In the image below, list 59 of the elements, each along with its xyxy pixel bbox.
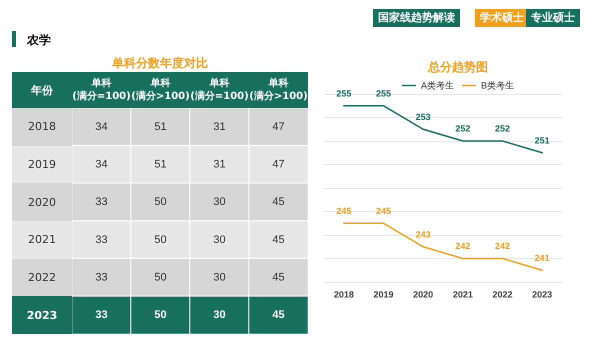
data-label: 34: [95, 120, 108, 133]
data-label: 34: [95, 158, 108, 170]
x-tick-label: 单科 (满分>100): [131, 76, 190, 104]
data-label: 45: [272, 309, 285, 322]
text: 学术硕士: [475, 9, 529, 27]
data-label: 45: [272, 234, 285, 246]
text: 国家线趋势解读: [373, 9, 460, 27]
y-tick-label: 2021: [12, 221, 72, 259]
x-tick-label: 2018: [334, 290, 354, 300]
data-label: 51: [154, 120, 167, 133]
data-label: 47: [272, 158, 285, 170]
data-label: 30: [213, 309, 226, 322]
data-label: 31: [213, 158, 226, 170]
data-label: 45: [272, 272, 285, 284]
x-tick-label: 单科 (满分>100): [249, 76, 308, 104]
x-tick-label: 单科 (满分=100): [190, 76, 249, 104]
x-tick-label: 2019: [373, 290, 394, 300]
data-label: 245: [336, 206, 352, 216]
text: 专业硕士: [526, 9, 580, 27]
data-label: 255: [376, 88, 392, 98]
data-label: 30: [213, 234, 226, 246]
data-label: 252: [455, 124, 470, 134]
text: 农学: [26, 32, 52, 49]
data-label: 50: [154, 234, 167, 246]
data-label: 245: [376, 206, 392, 216]
data-label: 31: [213, 120, 226, 133]
x-tick-label: 2022: [492, 290, 513, 300]
x-tick-label: 单科 (满分=100): [72, 76, 131, 104]
data-label: 50: [154, 272, 167, 284]
y-tick-label: 2020: [12, 183, 72, 221]
data-label: 50: [154, 196, 167, 208]
data-label: 33: [95, 196, 108, 208]
y-tick-label: 2019: [12, 146, 72, 184]
data-label: 33: [95, 272, 108, 284]
x-tick-label: 2020: [413, 290, 434, 300]
x-tick-label: 2021: [452, 290, 473, 300]
data-label: 51: [154, 158, 167, 170]
x-tick-label: 2023: [532, 290, 552, 300]
data-label: 45: [272, 196, 285, 208]
data-label: 50: [154, 309, 167, 322]
data-label: 251: [534, 135, 550, 146]
data-label: 47: [272, 120, 285, 133]
data-label: 242: [494, 241, 510, 251]
y-tick-label: 2018: [12, 108, 72, 146]
legend-label: A类考生: [420, 80, 454, 90]
data-label: 241: [534, 252, 550, 263]
data-label: 253: [416, 112, 431, 122]
data-label: 243: [416, 229, 431, 240]
data-label: 30: [213, 272, 226, 284]
data-label: 252: [494, 124, 510, 134]
data-label: 33: [95, 234, 108, 246]
data-label: 33: [95, 309, 108, 322]
chart-title: 总分趋势图: [427, 60, 488, 74]
y-axis-title: 年份: [30, 82, 54, 98]
chart-title: 单科分数年度对比: [111, 56, 209, 71]
data-label: 242: [455, 241, 470, 251]
data-label: 30: [213, 196, 226, 208]
legend-label: B类考生: [481, 80, 514, 90]
data-label: 255: [336, 88, 352, 98]
